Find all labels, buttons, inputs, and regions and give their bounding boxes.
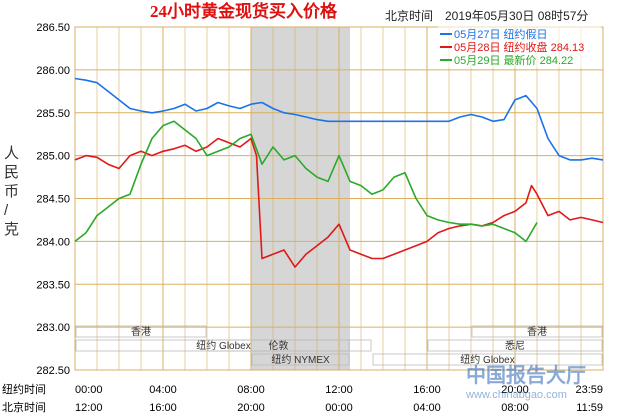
legend: 05月27日 纽约假日 05月28日 纽约收盘 284.13 05月29日 最新… xyxy=(438,26,601,68)
market-band-label: 香港 xyxy=(527,326,547,338)
market-band xyxy=(207,339,350,352)
bj-x-tick-label: 04:00 xyxy=(413,402,441,414)
market-band-label: 伦敦 xyxy=(269,339,289,352)
grid-lines xyxy=(74,26,604,371)
y-tick-label: 282.50 xyxy=(36,365,70,377)
bj-time-label: 北京时间 xyxy=(2,400,46,414)
y-tick-label: 286.00 xyxy=(36,65,70,77)
bj-x-tick-label: 12:00 xyxy=(75,402,103,414)
x-axis-labels: 纽约时间 北京时间 00:00 04:00 08:00 12:00 16:00 20:00… xyxy=(2,382,603,414)
watermark: 中国报告大厅 www.chinabgao.com xyxy=(465,363,586,401)
y-tick-label: 283.50 xyxy=(36,279,70,291)
ny-x-tick-label: 16:00 xyxy=(413,384,441,396)
market-band-label: 纽约 Globex xyxy=(460,353,514,366)
y-tick-label: 285.00 xyxy=(36,151,70,163)
legend-box xyxy=(438,26,601,68)
ny-x-tick-label: 08:00 xyxy=(237,384,265,396)
y-tick-label: 286.50 xyxy=(36,22,70,34)
market-band xyxy=(427,339,603,352)
market-band xyxy=(372,353,603,366)
legend-entry-1: 05月27日 纽约假日 xyxy=(454,27,548,41)
series-line xyxy=(74,77,604,161)
ny-x-tick-label: 20:00 xyxy=(501,384,529,396)
bj-x-tick-label: 00:00 xyxy=(325,402,353,414)
market-band xyxy=(75,325,207,338)
market-band-label: 悉尼 xyxy=(505,340,525,352)
y-tick-label: 285.50 xyxy=(36,108,70,120)
y-axis-label-char: / xyxy=(4,202,9,219)
chart-title: 24小时黄金现货买入价格 xyxy=(150,1,338,21)
bj-x-tick-label: 16:00 xyxy=(149,402,177,414)
bj-x-tick-label: 20:00 xyxy=(237,402,265,414)
ny-time-label: 纽约时间 xyxy=(2,382,46,396)
y-axis-label-char: 民 xyxy=(4,164,19,181)
y-axis-label-char: 人 xyxy=(4,145,19,162)
watermark-logo-text: 中国报告大厅 xyxy=(466,363,586,387)
series-line xyxy=(74,120,538,243)
y-tick-label: 284.50 xyxy=(36,194,70,206)
ny-x-tick-label: 00:00 xyxy=(75,384,103,396)
y-tick-label: 284.00 xyxy=(36,236,70,248)
series-line xyxy=(74,137,604,268)
legend-entry-3: 05月29日 最新价 284.22 xyxy=(454,53,573,67)
watermark-url: www.chinabgao.com xyxy=(465,389,567,401)
ny-x-tick-label: 23:59 xyxy=(575,384,603,396)
ny-x-tick-label: 12:00 xyxy=(325,384,353,396)
bj-x-tick-label: 08:00 xyxy=(501,402,529,414)
market-band xyxy=(251,353,350,366)
series-lines xyxy=(74,77,604,268)
ny-x-tick-label: 04:00 xyxy=(149,384,177,396)
chart-timestamp: 北京时间 2019年05月30日 08时57分 xyxy=(385,9,588,23)
legend-entry-2: 05月28日 纽约收盘 284.13 xyxy=(454,40,584,54)
y-axis-label-char: 币 xyxy=(4,183,19,200)
y-tick-label: 283.00 xyxy=(36,322,70,334)
market-band-label: 香港 xyxy=(131,326,151,338)
y-axis-label-char: 克 xyxy=(4,221,19,238)
y-tick-labels: 286.50 286.00 285.50 285.00 284.50 284.00 283.… xyxy=(36,22,70,377)
market-band xyxy=(471,325,603,338)
y-axis-label: 人民币 / 克 xyxy=(4,145,19,238)
market-band-label: 纽约 Globex xyxy=(196,339,250,352)
market-band-label: 纽约 NYMEX xyxy=(271,353,330,366)
bj-x-tick-label: 11:59 xyxy=(576,402,603,414)
